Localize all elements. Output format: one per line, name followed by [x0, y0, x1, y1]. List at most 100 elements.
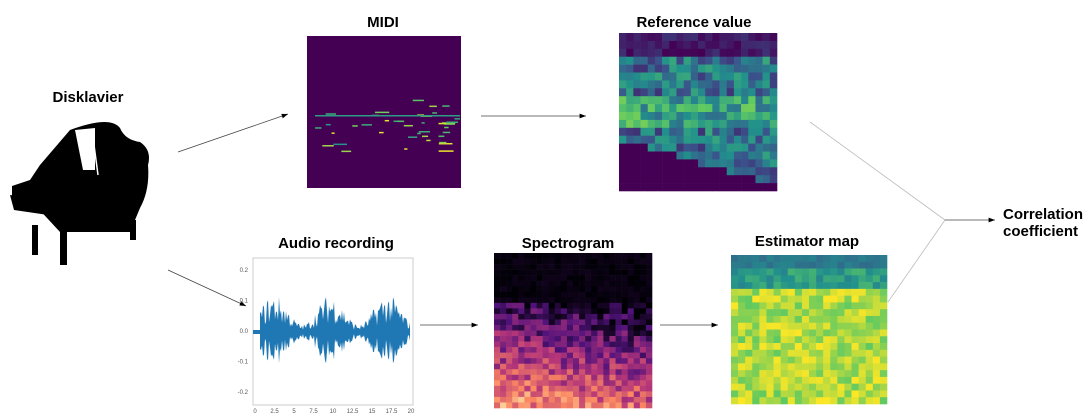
- heatmap-cell: [633, 167, 640, 175]
- heatmap-cell: [712, 159, 719, 167]
- heatmap-cell: [752, 390, 759, 397]
- heatmap-cell: [745, 330, 752, 337]
- heatmap-cell: [494, 358, 500, 364]
- heatmap-cell: [669, 136, 676, 144]
- heatmap-cell: [603, 308, 609, 314]
- heatmap-cell: [745, 384, 752, 391]
- heatmap-cell: [628, 303, 634, 309]
- heatmap-cell: [669, 144, 676, 152]
- heatmap-cell: [641, 73, 648, 81]
- heatmap-cell: [524, 369, 530, 375]
- heatmap-cell: [752, 302, 759, 309]
- heatmap-cell: [626, 152, 633, 160]
- heatmap-cell: [524, 264, 530, 270]
- heatmap-cell: [646, 402, 652, 408]
- heatmap-cell: [802, 296, 809, 303]
- heatmap-cell: [734, 136, 741, 144]
- heatmap-cell: [795, 323, 802, 330]
- heatmap-cell: [633, 80, 640, 88]
- x-tick-label: 7.5: [309, 409, 318, 415]
- heatmap-cell: [770, 57, 777, 65]
- heatmap-cell: [809, 397, 816, 404]
- heatmap-cell: [640, 364, 646, 370]
- heatmap-cell: [640, 275, 646, 281]
- heatmap-cell: [646, 314, 652, 320]
- heatmap-cell: [609, 386, 615, 392]
- heatmap-cell: [734, 49, 741, 57]
- heatmap-cell: [738, 350, 745, 357]
- heatmap-cell: [752, 323, 759, 330]
- heatmap-cell: [727, 120, 734, 128]
- heatmap-cell: [567, 319, 573, 325]
- heatmap-cell: [567, 286, 573, 292]
- heatmap-cell: [555, 331, 561, 337]
- heatmap-cell: [567, 264, 573, 270]
- heatmap-cell: [770, 112, 777, 120]
- heatmap-cell: [579, 353, 585, 359]
- heatmap-cell: [830, 343, 837, 350]
- heatmap-cell: [755, 152, 762, 160]
- heatmap-cell: [748, 33, 755, 41]
- heatmap-cell: [844, 282, 851, 289]
- heatmap-cell: [741, 57, 748, 65]
- waveform-lead: [253, 330, 260, 334]
- heatmap-cell: [634, 391, 640, 397]
- heatmap-cell: [573, 386, 579, 392]
- heatmap-cell: [597, 270, 603, 276]
- heatmap-cell: [512, 397, 518, 403]
- heatmap-cell: [698, 144, 705, 152]
- heatmap-cell: [634, 259, 640, 265]
- heatmap-cell: [506, 281, 512, 287]
- heatmap-cell: [788, 289, 795, 296]
- heatmap-cell: [795, 316, 802, 323]
- heatmap-cell: [626, 175, 633, 183]
- heatmap-cell: [731, 289, 738, 296]
- heatmap-cell: [591, 325, 597, 331]
- heatmap-cell: [537, 264, 543, 270]
- heatmap-cell: [676, 33, 683, 41]
- heatmap-cell: [622, 303, 628, 309]
- heatmap-cell: [646, 303, 652, 309]
- heatmap-cell: [543, 397, 549, 403]
- heatmap-cell: [506, 292, 512, 298]
- heatmap-cell: [555, 264, 561, 270]
- heatmap-cell: [634, 275, 640, 281]
- heatmap-cell: [494, 397, 500, 403]
- heatmap-cell: [745, 262, 752, 269]
- heatmap-cell: [837, 323, 844, 330]
- heatmap-cell: [763, 80, 770, 88]
- heatmap-cell: [591, 353, 597, 359]
- heatmap-cell: [633, 120, 640, 128]
- heatmap-cell: [816, 316, 823, 323]
- heatmap-cell: [616, 314, 622, 320]
- heatmap-cell: [873, 282, 880, 289]
- heatmap-cell: [691, 152, 698, 160]
- heatmap-cell: [628, 364, 634, 370]
- heatmap-cell: [770, 167, 777, 175]
- heatmap-cell: [518, 353, 524, 359]
- heatmap-cell: [500, 397, 506, 403]
- heatmap-cell: [512, 380, 518, 386]
- heatmap-cell: [646, 358, 652, 364]
- heatmap-cell: [734, 167, 741, 175]
- node-label: Spectrogram: [522, 235, 615, 252]
- heatmap-cell: [866, 330, 873, 337]
- heatmap-cell: [512, 281, 518, 287]
- heatmap-cell: [752, 296, 759, 303]
- heatmap-cell: [543, 319, 549, 325]
- heatmap-cell: [616, 297, 622, 303]
- heatmap-cell: [640, 270, 646, 276]
- heatmap-cell: [752, 343, 759, 350]
- heatmap-cell: [609, 286, 615, 292]
- heatmap-cell: [662, 136, 669, 144]
- heatmap-cell: [684, 159, 691, 167]
- heatmap-cell: [494, 275, 500, 281]
- heatmap-cell: [734, 128, 741, 136]
- heatmap-cell: [759, 370, 766, 377]
- heatmap-cell: [530, 402, 536, 408]
- heatmap-cell: [734, 73, 741, 81]
- heatmap-cell: [880, 282, 887, 289]
- heatmap-cell: [585, 380, 591, 386]
- heatmap-cell: [609, 391, 615, 397]
- heatmap-cell: [809, 330, 816, 337]
